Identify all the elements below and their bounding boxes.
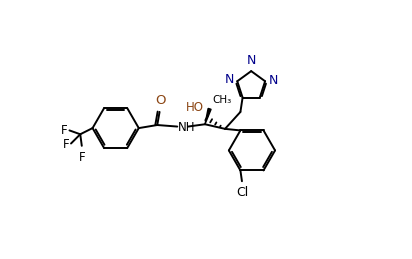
Text: N: N [246, 54, 256, 67]
Text: Cl: Cl [236, 186, 249, 199]
Text: F: F [61, 124, 68, 137]
Text: N: N [225, 73, 234, 86]
Polygon shape [205, 109, 211, 124]
Text: F: F [63, 138, 70, 151]
Text: N: N [269, 74, 279, 87]
Text: NH: NH [178, 121, 196, 134]
Text: HO: HO [186, 101, 204, 114]
Text: O: O [155, 94, 166, 107]
Text: F: F [78, 151, 85, 164]
Text: CH₃: CH₃ [212, 95, 231, 105]
